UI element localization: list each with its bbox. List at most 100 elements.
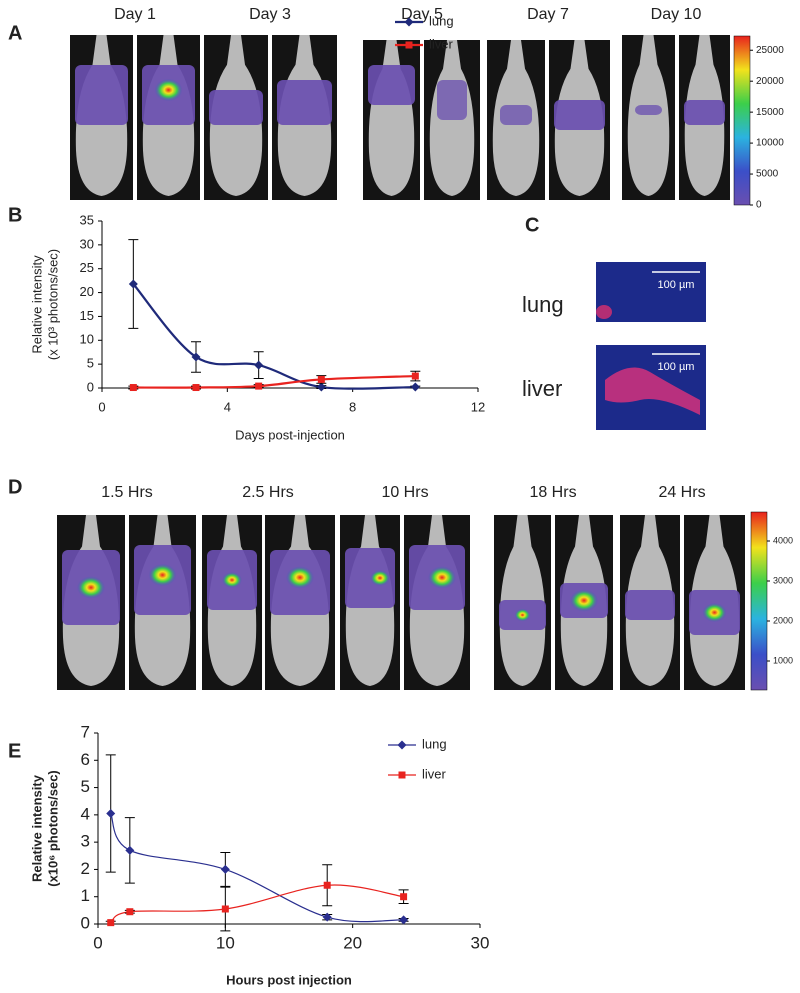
x-tick-label: 0 [98, 399, 105, 414]
y-tick-label: 1 [81, 886, 90, 905]
panel-label: C [525, 214, 539, 236]
panel-label: B [8, 204, 22, 226]
y-tick-label: 0 [87, 379, 94, 394]
y-tick-label: 7 [81, 722, 90, 741]
hotspot [77, 576, 105, 599]
hotspot [428, 566, 456, 589]
tissue-label: liver [522, 376, 562, 401]
colorbar-tick-label: 1000 [773, 655, 793, 665]
signal [368, 65, 415, 105]
marker [192, 384, 200, 392]
legend-label: lung [429, 13, 454, 28]
hotspot [286, 566, 314, 589]
x-axis-label: Hours post injection [226, 972, 352, 987]
marker [191, 352, 201, 362]
day-label: Day 5 [401, 6, 443, 23]
marker [125, 845, 135, 855]
marker [323, 881, 331, 889]
hotspot [370, 570, 390, 586]
y-axis-label: Relative intensity [29, 255, 44, 354]
y-tick-label: 3 [81, 832, 90, 851]
legend-label: liver [429, 36, 454, 51]
colorbar-tick-label: 2000 [773, 615, 793, 625]
y-tick-label: 2 [81, 859, 90, 878]
y-axis-label: (x10⁶ photons/sec) [45, 770, 60, 887]
marker [410, 382, 420, 392]
x-tick-label: 4 [224, 399, 231, 414]
x-tick-label: 8 [349, 399, 356, 414]
y-tick-label: 15 [80, 308, 94, 323]
panel-label: A [8, 22, 22, 44]
marker [317, 375, 325, 383]
time-label: 18 Hrs [529, 484, 576, 501]
stain [605, 367, 700, 415]
legend-label: lung [422, 736, 447, 751]
mouse-body [627, 35, 670, 196]
marker [400, 893, 408, 901]
y-tick-label: 35 [80, 212, 94, 227]
signal [277, 80, 332, 125]
series-line [110, 813, 404, 923]
series-line [110, 884, 404, 924]
marker [404, 17, 414, 27]
marker [126, 908, 134, 916]
hotspot [570, 589, 598, 612]
tissue-label: lung [522, 292, 564, 317]
marker [220, 864, 230, 874]
time-label: 24 Hrs [658, 484, 705, 501]
hotspot [154, 78, 183, 102]
y-tick-label: 5 [87, 356, 94, 371]
x-axis-label: Days post-injection [235, 427, 345, 442]
signal [500, 105, 532, 125]
marker [411, 372, 419, 380]
y-tick-label: 30 [80, 236, 94, 251]
marker [399, 915, 409, 925]
signal [684, 100, 725, 125]
panel-label: D [8, 476, 22, 498]
signal [554, 100, 605, 130]
hotspot [148, 563, 177, 587]
x-tick-label: 0 [93, 933, 102, 952]
marker [405, 41, 413, 49]
marker [255, 382, 263, 390]
marker [107, 919, 115, 927]
x-tick-label: 10 [216, 933, 235, 952]
hotspot [222, 572, 242, 588]
y-axis-label: (x 10³ photons/sec) [45, 249, 60, 360]
signal [209, 90, 263, 125]
day-label: Day 7 [527, 6, 569, 23]
colorbar-tick-label: 10000 [756, 138, 784, 149]
signal [625, 590, 675, 620]
marker [221, 905, 229, 913]
y-axis-label: Relative intensity [29, 774, 44, 882]
scale-bar-label: 100 µm [658, 279, 695, 291]
y-tick-label: 6 [81, 750, 90, 769]
stain [596, 305, 612, 319]
y-tick-label: 10 [80, 332, 94, 347]
micrograph [596, 262, 706, 322]
y-tick-label: 5 [81, 777, 90, 796]
time-label: 10 Hrs [381, 484, 428, 501]
series-line [133, 374, 416, 389]
panel-label: E [8, 740, 21, 762]
colorbar-tick-label: 5000 [756, 169, 779, 180]
colorbar-tick-label: 0 [756, 200, 762, 211]
y-tick-label: 25 [80, 260, 94, 275]
signal [437, 80, 467, 120]
colorbar [733, 35, 751, 206]
signal [635, 105, 662, 115]
marker [316, 382, 326, 392]
colorbar-tick-label: 25000 [756, 45, 784, 56]
day-label: Day 10 [651, 6, 702, 23]
colorbar-tick-label: 3000 [773, 575, 793, 585]
legend-label: liver [422, 766, 447, 781]
y-tick-label: 0 [81, 913, 90, 932]
day-label: Day 1 [114, 6, 156, 23]
colorbar-tick-label: 4000 [773, 535, 793, 545]
y-tick-label: 20 [80, 284, 94, 299]
marker [128, 279, 138, 289]
marker [129, 384, 137, 392]
marker [397, 740, 407, 750]
hotspot [702, 602, 727, 623]
